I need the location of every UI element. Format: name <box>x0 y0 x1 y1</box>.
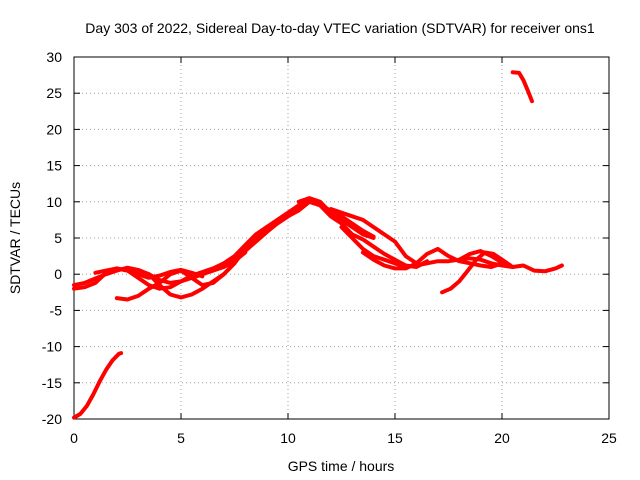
y-tick-label: 25 <box>46 85 62 101</box>
series-arc-7 <box>189 198 312 280</box>
y-tick-label: 30 <box>46 49 62 65</box>
x-tick-label: 5 <box>177 430 185 446</box>
y-tick-label: -20 <box>42 411 62 427</box>
x-axis-label: GPS time / hours <box>288 458 395 474</box>
series-arc-11 <box>360 246 504 271</box>
series-arc-12 <box>440 250 513 295</box>
y-tick-label: -15 <box>42 375 62 391</box>
y-tick-label: -10 <box>42 339 62 355</box>
y-tick-label: 0 <box>54 266 62 282</box>
x-tick-label: 25 <box>601 430 617 446</box>
series-arc-13 <box>457 249 515 269</box>
y-tick-label: -5 <box>50 302 63 318</box>
grid <box>74 57 609 419</box>
x-tick-label: 10 <box>280 430 296 446</box>
y-axis-label: SDTVAR / TECUs <box>7 182 23 294</box>
y-tick-label: 5 <box>54 230 62 246</box>
y-tick-label: 20 <box>46 121 62 137</box>
series-arc-9 <box>328 207 419 266</box>
series-arc-6 <box>93 266 205 280</box>
y-tick-label: 15 <box>46 158 62 174</box>
x-tick-label: 20 <box>494 430 510 446</box>
series-arc-14 <box>510 70 534 104</box>
series-arc-1 <box>72 351 124 420</box>
series-layer <box>72 70 564 420</box>
x-tick-label: 15 <box>387 430 403 446</box>
axis-ticks: 0 5 10 15 20 25 -20 -15 -10 -5 0 5 10 15 20 25 30 <box>42 49 617 446</box>
chart-title: Day 303 of 2022, Sidereal Day-to-day VTE… <box>85 20 595 36</box>
x-tick-label: 0 <box>70 430 78 446</box>
y-tick-label: 10 <box>46 194 62 210</box>
